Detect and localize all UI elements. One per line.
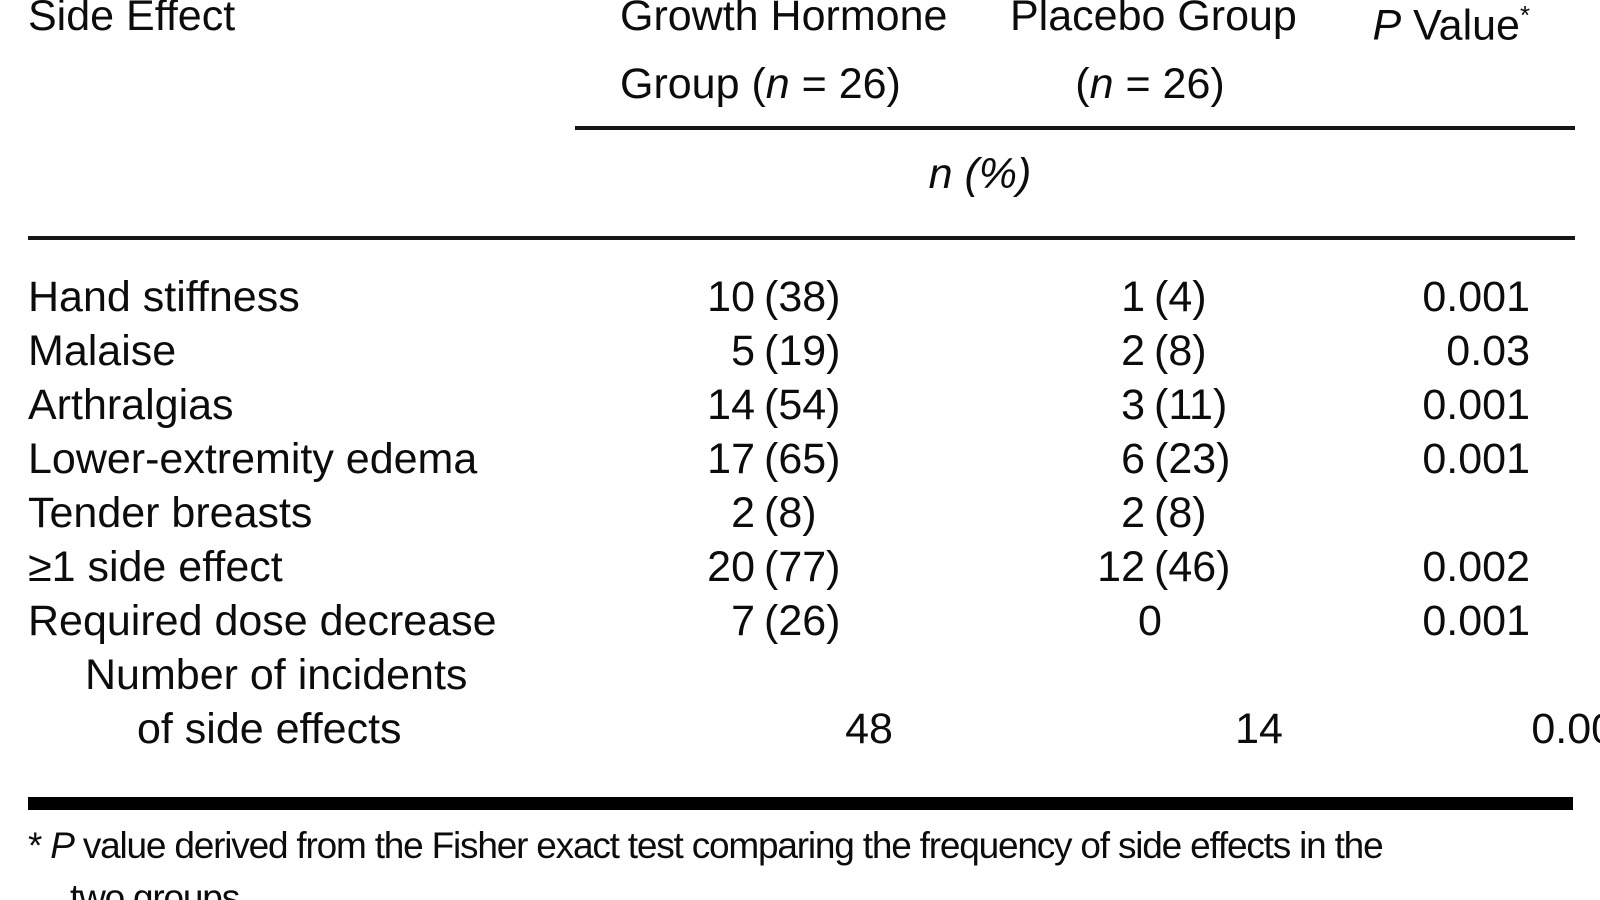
footnote-line-1: * P value derived from the Fisher exact … — [28, 825, 1384, 866]
placebo-cell: 1 (4) — [1121, 273, 1207, 321]
growth-hormone-cell: 2 (8) — [731, 489, 817, 537]
column-header-empty — [1330, 56, 1530, 112]
footnote-marker-asterisk: * — [1519, 2, 1530, 30]
growth-hormone-cell: 10 (38) — [707, 273, 841, 321]
placebo-cell: 2 (8) — [1121, 327, 1207, 375]
column-header-empty — [28, 56, 620, 112]
placebo-cell: 0 — [1138, 597, 1162, 645]
table-row-lower-extremity-edema: Lower-extremity edema 17 (65) 6 (23) 0.001 — [28, 432, 1530, 486]
table-row-required-dose-decrease: Required dose decrease 7 (26) 0 0.001 — [28, 594, 1530, 648]
column-gap — [1290, 0, 1330, 53]
p-value-cell: 0.001 — [1422, 273, 1530, 321]
table-row-tender-breasts: Tender breasts 2 (8) 2 (8) — [28, 486, 1530, 540]
table-row-malaise: Malaise 5 (19) 2 (8) 0.03 — [28, 324, 1530, 378]
row-label: Malaise — [28, 327, 177, 375]
growth-hormone-cell: 7 (26) — [731, 597, 841, 645]
table-row-number-of-incidents-line2: of side effects 48 14 0.002 — [28, 702, 1600, 756]
growth-hormone-cell: 5 (19) — [731, 327, 841, 375]
column-gap — [1290, 56, 1330, 112]
row-label: Tender breasts — [28, 489, 313, 537]
placebo-cell: 3 (11) — [1121, 381, 1228, 429]
column-gap — [900, 0, 1010, 53]
column-header-growth-hormone-line2: Group (n = 26) — [620, 60, 901, 108]
p-value-cell: 0.03 — [1446, 327, 1530, 375]
p-value-cell: 0.001 — [1422, 381, 1530, 429]
spanner-rule — [575, 126, 1575, 130]
row-label: Required dose decrease — [28, 597, 497, 645]
row-label: Hand stiffness — [28, 273, 300, 321]
growth-hormone-cell: 20 (77) — [707, 543, 841, 591]
row-label: of side effects — [137, 705, 402, 753]
row-label: Lower-extremity edema — [28, 435, 478, 483]
column-gap — [900, 56, 1010, 112]
table-row-ge1-side-effect: ≥1 side effect 20 (77) 12 (46) 0.002 — [28, 540, 1530, 594]
p-value-cell — [1330, 486, 1530, 540]
table-header-row-1: Side Effect Growth Hormone Placebo Group… — [28, 0, 1530, 53]
row-label: ≥1 side effect — [28, 543, 283, 591]
column-header-growth-hormone-line1: Growth Hormone — [620, 0, 948, 40]
row-label: Arthralgias — [28, 381, 234, 429]
p-value-cell: 0.001 — [1422, 597, 1530, 645]
growth-hormone-cell: 17 (65) — [707, 435, 841, 483]
column-header-p-value: P Value* — [1372, 1, 1530, 50]
placebo-cell: 14 — [1235, 705, 1283, 753]
table-row-number-of-incidents-line1: Number of incidents — [28, 648, 677, 702]
growth-hormone-cell: 14 (54) — [707, 381, 841, 429]
table-row-arthralgias: Arthralgias 14 (54) 3 (11) 0.001 — [28, 378, 1530, 432]
header-body-divider-rule — [28, 236, 1575, 240]
row-label: Number of incidents — [85, 651, 468, 699]
placebo-cell: 12 (46) — [1097, 543, 1231, 591]
footnote-asterisk: * — [28, 825, 51, 866]
table-row-hand-stiffness: Hand stiffness 10 (38) 1 (4) 0.001 — [28, 270, 1530, 324]
table-bottom-rule — [28, 797, 1573, 810]
placebo-cell: 6 (23) — [1121, 435, 1231, 483]
growth-hormone-cell: 48 — [845, 705, 893, 753]
p-value-cell: 0.001 — [1422, 435, 1530, 483]
column-header-side-effect: Side Effect — [28, 0, 236, 40]
p-value-cell: 0.002 — [1531, 705, 1600, 753]
table-header-row-2: Group (n = 26) (n = 26) — [28, 56, 1530, 112]
column-header-placebo-line1: Placebo Group — [1010, 0, 1297, 40]
placebo-cell: 2 (8) — [1121, 489, 1207, 537]
column-header-placebo-line2: (n = 26) — [1075, 60, 1225, 108]
unit-label: n (%) — [928, 150, 1032, 198]
footnote-line-2: two groups — [70, 877, 240, 900]
p-value-cell: 0.002 — [1422, 543, 1530, 591]
